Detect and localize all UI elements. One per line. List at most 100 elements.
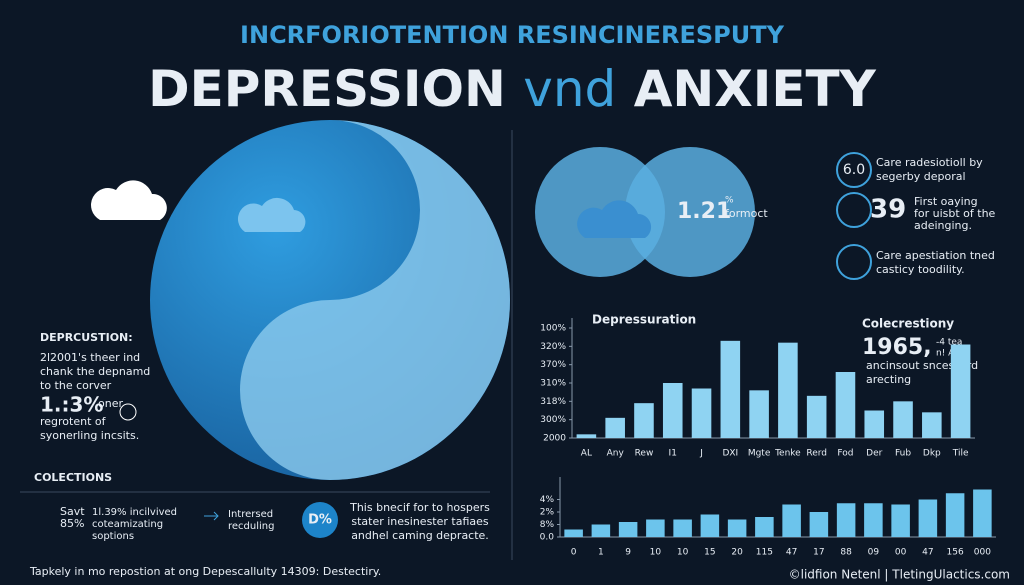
bar	[618, 522, 638, 537]
bar	[755, 517, 774, 537]
x-tick-label: I1	[669, 449, 677, 459]
x-tick-label: 10	[677, 548, 689, 558]
stat-text: segerby deporal	[876, 170, 966, 183]
item-text: 1l.39% incilvived	[92, 507, 177, 518]
bar	[835, 372, 856, 438]
x-tick-label: Der	[866, 449, 882, 459]
badge-text: D%	[308, 513, 332, 528]
x-tick-label: Fod	[837, 449, 853, 459]
x-tick-label: 47	[922, 548, 933, 558]
stat-text: adeinging.	[914, 219, 972, 232]
stat-ring	[836, 192, 872, 228]
bar	[922, 412, 942, 438]
stat-value: 39	[870, 195, 906, 225]
x-tick-label: Any	[607, 449, 625, 459]
chart-title: Depressuration	[592, 313, 696, 327]
title: DEPRESSION vnd ANXIETY	[148, 60, 877, 118]
item-text: stater inesinester tafiaes	[351, 515, 489, 528]
bar	[727, 519, 747, 537]
left-text: 2l2001's theer ind	[40, 351, 140, 364]
cloud	[237, 197, 306, 232]
left-text: oner	[98, 397, 123, 410]
bar	[634, 403, 654, 438]
x-tick-label: 10	[650, 548, 662, 558]
bar	[973, 489, 992, 537]
bubble-unit: %	[725, 196, 734, 206]
y-tick-label: 300%	[540, 415, 566, 425]
cloud	[91, 180, 167, 220]
y-tick-label: 2%	[540, 508, 555, 518]
y-tick-label: 4%	[540, 495, 555, 505]
bar	[891, 504, 910, 537]
icon	[119, 403, 137, 421]
arrow	[204, 511, 219, 521]
annotation-small: -4 tea	[936, 338, 962, 348]
x-tick-label: 000	[974, 548, 991, 558]
bar	[893, 401, 913, 438]
y-tick-label: 8%	[540, 520, 555, 530]
bar	[564, 529, 583, 537]
yin-yang	[240, 120, 510, 480]
item-text: soptions	[92, 531, 134, 542]
bubble-value: 1.21	[677, 199, 731, 224]
y-tick-label: 320%	[540, 342, 566, 352]
x-tick-label: 0	[571, 548, 577, 558]
x-tick-label: DXI	[722, 449, 738, 459]
annotation-value: 1965,	[862, 335, 932, 360]
item-text: This bnecif for to hospers	[349, 501, 490, 514]
stat-ring	[836, 152, 872, 188]
x-tick-label: 1	[598, 548, 604, 558]
stat-ring	[836, 244, 872, 280]
item-text: coteamizating	[92, 519, 163, 530]
left-heading: DEPRCUSTION:	[40, 331, 133, 344]
cloud	[577, 200, 652, 238]
footer-left: Tapkely in mo repostion at ong Depescall…	[29, 565, 381, 578]
x-tick-label: Dkp	[923, 449, 941, 459]
stat-value: 6.0	[843, 162, 865, 178]
x-tick-label: Tile	[952, 449, 969, 459]
y-tick-label: 100%	[540, 324, 566, 334]
x-tick-label: 115	[756, 548, 773, 558]
y-tick-label: 2000	[543, 434, 566, 444]
annotation-text: arecting	[866, 373, 911, 386]
annotation-text: ancinsout sncessard	[866, 359, 978, 372]
x-tick-label: Tenke	[774, 449, 801, 459]
x-tick-label: 88	[840, 548, 852, 558]
annotation-heading: Colecrestiony	[862, 317, 954, 331]
y-tick-label: 310%	[540, 379, 566, 389]
x-tick-label: Rew	[635, 449, 654, 459]
bubble-text: formoct	[725, 207, 768, 220]
stat-text: casticy toodility.	[876, 263, 965, 276]
item-text: andhel caming depracte.	[351, 529, 489, 542]
bar	[749, 390, 769, 438]
item-text: Intrersed	[228, 509, 273, 520]
collections-heading: COLECTIONS	[34, 471, 112, 484]
bar	[576, 434, 597, 438]
x-tick-label: Rerd	[806, 449, 827, 459]
bar	[809, 512, 829, 537]
x-tick-label: 17	[813, 548, 824, 558]
x-tick-label: 09	[868, 548, 880, 558]
bar	[782, 504, 801, 537]
annotation-small: n! Ats	[936, 349, 963, 359]
x-tick-label: 47	[786, 548, 797, 558]
bar	[945, 493, 965, 537]
x-tick-label: 00	[895, 548, 907, 558]
stat-text: Care radesiotioll by	[876, 156, 983, 169]
x-tick-label: 9	[625, 548, 631, 558]
bar	[591, 524, 611, 537]
subtitle: INCRFORIOTENTION RESINCINERESPUTY	[240, 21, 785, 49]
bar	[673, 519, 692, 537]
footer-right: ©lidfion Netenl | TletingUlactics.com	[789, 568, 1010, 582]
x-tick-label: Fub	[895, 449, 911, 459]
bar	[836, 503, 856, 537]
y-tick-label: 0.0	[540, 533, 555, 543]
y-tick-label: 318%	[540, 397, 566, 407]
bar	[720, 340, 741, 438]
left-text: syonerling incsits.	[40, 429, 139, 442]
left-stat: 1.:3%	[40, 393, 103, 417]
x-tick-label: J	[699, 449, 703, 459]
bar	[662, 383, 683, 438]
item-label: Savt	[60, 505, 85, 518]
